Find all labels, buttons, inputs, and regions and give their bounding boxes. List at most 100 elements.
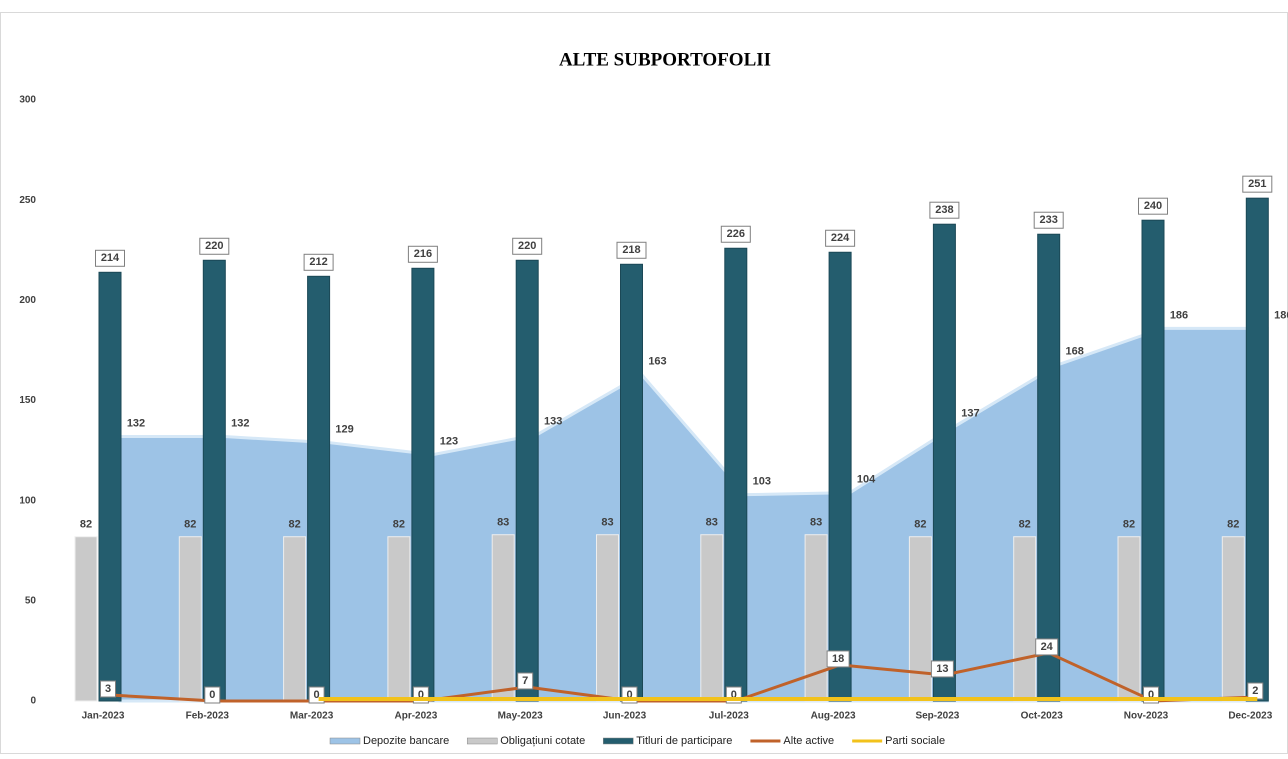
legend-label: Parti sociale: [885, 735, 945, 747]
label-box: [199, 237, 230, 255]
label-box: [517, 672, 534, 690]
bar: [1245, 197, 1269, 702]
data-label: 83: [706, 517, 718, 529]
bar: [1037, 233, 1061, 702]
label-box: [1242, 175, 1273, 193]
data-label: 0: [626, 689, 632, 701]
data-label: 132: [127, 417, 145, 429]
bar: [596, 534, 619, 702]
data-label: 216: [414, 248, 432, 260]
x-tick-label: Nov-2023: [1124, 711, 1169, 722]
data-label: 82: [1123, 519, 1135, 531]
label-box: [204, 686, 221, 704]
bar: [283, 536, 307, 702]
label-box: [720, 225, 751, 243]
line: [109, 651, 1258, 703]
data-label: 186: [1170, 309, 1188, 321]
label-box: [930, 660, 954, 678]
label-box: [929, 201, 960, 219]
y-tick-label: 0: [30, 696, 36, 707]
label-box: [826, 650, 850, 668]
data-label: 251: [1248, 178, 1266, 190]
data-label: 18: [832, 653, 844, 665]
data-label: 137: [961, 407, 979, 419]
data-label: 82: [393, 519, 405, 531]
y-tick-label: 150: [19, 395, 36, 406]
y-tick-label: 250: [19, 195, 36, 206]
label-box: [825, 229, 856, 247]
bar: [724, 247, 748, 702]
y-tick-label: 100: [19, 495, 36, 506]
bar: [1117, 536, 1141, 702]
bar: [74, 536, 98, 702]
legend-label: Obligațiuni cotate: [500, 735, 585, 747]
bar: [1141, 219, 1165, 702]
data-label: 0: [314, 689, 320, 701]
data-label: 168: [1066, 345, 1084, 357]
bar: [908, 536, 932, 702]
bar: [1221, 536, 1245, 702]
data-label: 7: [522, 675, 528, 687]
data-label: 123: [440, 435, 458, 447]
legend-label: Titluri de participare: [636, 735, 732, 747]
bar: [491, 534, 515, 702]
y-tick-label: 50: [25, 595, 37, 606]
label-box: [1035, 638, 1059, 656]
x-tick-label: Mar-2023: [290, 711, 334, 722]
data-label: 214: [101, 252, 120, 264]
bar: [98, 271, 122, 702]
y-tick-label: 200: [19, 295, 36, 306]
data-label: 129: [335, 423, 353, 435]
data-label: 0: [209, 689, 215, 701]
data-label: 82: [288, 519, 300, 531]
label-box: [303, 253, 334, 271]
data-label: 82: [80, 519, 92, 531]
data-label: 104: [857, 474, 876, 486]
legend-swatch: [329, 737, 361, 745]
legend-swatch: [466, 737, 498, 745]
data-label: 238: [935, 204, 953, 216]
data-label: 82: [914, 519, 926, 531]
data-label: 224: [831, 232, 850, 244]
label-box: [95, 249, 125, 267]
bar: [620, 263, 643, 702]
label-box: [512, 237, 543, 255]
label-box: [407, 245, 438, 263]
data-label: 226: [727, 228, 745, 240]
data-label: 220: [518, 240, 536, 252]
legend-label: Depozite bancare: [363, 735, 449, 747]
data-label: 212: [309, 256, 327, 268]
data-label: 220: [205, 240, 223, 252]
data-label: 2: [1252, 685, 1258, 697]
legend-swatch: [602, 737, 634, 745]
data-label: 240: [1144, 200, 1162, 212]
bar: [828, 251, 852, 702]
data-label: 163: [648, 355, 666, 367]
label-box: [1033, 211, 1064, 229]
x-tick-label: Jan-2023: [82, 711, 125, 722]
data-label: 0: [418, 689, 424, 701]
data-label: 133: [544, 415, 562, 427]
label-box: [616, 241, 647, 259]
data-label: 82: [1019, 519, 1031, 531]
data-label: 83: [601, 517, 613, 529]
data-label: 132: [231, 417, 249, 429]
data-label: 0: [731, 689, 737, 701]
bar: [178, 536, 202, 702]
data-label: 3: [105, 683, 111, 695]
bar: [307, 275, 331, 702]
x-tick-label: Feb-2023: [186, 711, 230, 722]
label-box: [100, 680, 116, 698]
y-tick-label: 300: [19, 95, 36, 106]
bar: [804, 534, 828, 702]
x-tick-label: Aug-2023: [811, 711, 856, 722]
data-label: 13: [936, 663, 948, 675]
data-label: 83: [497, 517, 509, 529]
data-label: 24: [1041, 641, 1054, 653]
bar: [1013, 536, 1037, 702]
data-label: 82: [1227, 519, 1239, 531]
bar: [387, 536, 411, 702]
bar: [515, 259, 539, 702]
x-tick-label: Apr-2023: [394, 711, 437, 722]
